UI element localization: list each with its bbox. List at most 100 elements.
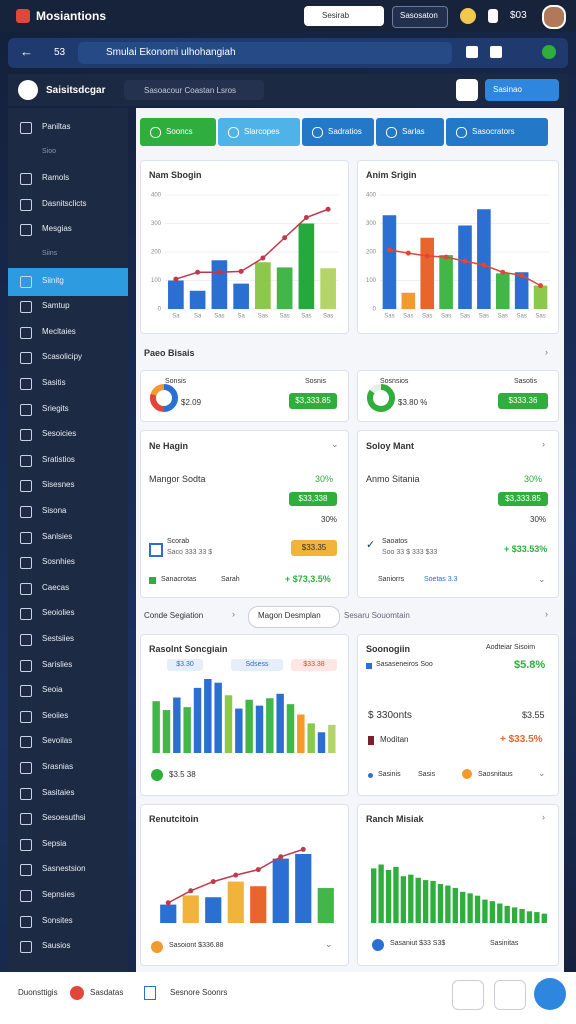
x-tick-label: Sas xyxy=(323,314,333,320)
section-title: Paeo Bisais xyxy=(144,348,195,358)
bar xyxy=(204,679,212,753)
pill[interactable]: $33.35 xyxy=(291,540,337,556)
value-button[interactable]: $3,333.85 xyxy=(498,492,548,506)
menu-item[interactable]: Sisesnes xyxy=(42,480,75,490)
checkbox[interactable] xyxy=(149,543,163,557)
sidebar: Paniltas Sioo Ramols Dasnitsclicts Mesgias Si… xyxy=(8,108,128,972)
tab-bar: Sooncs Slarcopes Sadratios Sarlas Sasocrator… xyxy=(140,118,558,146)
header-search[interactable] xyxy=(124,80,264,100)
label: Sosnsios xyxy=(380,378,409,385)
user-button[interactable] xyxy=(456,79,478,101)
menu-item[interactable]: Samtup xyxy=(42,301,70,311)
chevron[interactable]: › xyxy=(545,609,548,619)
chart-card: Rasolnt Soncgiain $3.30 Sdsess $33.38 $3… xyxy=(140,634,349,796)
menu-item[interactable]: Sasitaies xyxy=(42,787,75,797)
x-tick-label: Sas xyxy=(258,314,268,320)
chat-button[interactable] xyxy=(534,978,566,1010)
star-icon[interactable] xyxy=(466,46,478,58)
menu-item[interactable]: Mecltaies xyxy=(42,326,76,336)
value-button[interactable]: $333.36 xyxy=(498,393,548,409)
tab[interactable]: Sadratios xyxy=(302,118,374,146)
menu-item[interactable]: Dasnitsclicts xyxy=(42,198,87,208)
menu-item[interactable]: Sesoesuthsi xyxy=(42,813,86,823)
chevron[interactable]: ⌄ xyxy=(538,768,546,778)
menu-item[interactable]: Sevoilas xyxy=(42,736,73,746)
menu-item[interactable]: Siinitg xyxy=(42,275,64,285)
line-point xyxy=(424,253,430,259)
menu-item[interactable]: Ramols xyxy=(42,173,70,183)
menu-item[interactable]: Sanlsies xyxy=(42,531,73,541)
header-button-text: Sasinao xyxy=(493,85,522,94)
menu-item[interactable]: Scasolicipy xyxy=(42,352,83,362)
x-tick-label: Sa xyxy=(172,314,180,320)
pill[interactable]: Sdsess xyxy=(231,659,283,671)
chevron[interactable]: › xyxy=(232,609,235,619)
bottom-label[interactable]: Sesnore Soonrs xyxy=(170,988,228,997)
line-point xyxy=(282,235,288,241)
menu-item[interactable]: Sarislies xyxy=(42,659,73,669)
card-link[interactable]: Aodteiar Sisoim xyxy=(486,644,536,651)
bell-icon[interactable] xyxy=(488,9,498,23)
menu-item[interactable]: Mesgias xyxy=(42,224,72,234)
avatar[interactable] xyxy=(542,5,566,29)
menu-item[interactable]: Sosnhies xyxy=(42,557,75,567)
status-icon[interactable] xyxy=(542,45,556,59)
menu-item[interactable]: Seoiies xyxy=(42,710,69,720)
tab[interactable]: Sarlas xyxy=(376,118,444,146)
menu-item[interactable]: Sratistios xyxy=(42,454,75,464)
search-box[interactable] xyxy=(304,6,384,26)
section-link[interactable]: Sesaru Souomtain xyxy=(344,611,410,620)
chevron[interactable]: › xyxy=(545,347,548,357)
line-point xyxy=(325,206,331,212)
menu-item[interactable]: Sasnestsion xyxy=(42,864,86,874)
menu-item[interactable]: Seoiolies xyxy=(42,608,75,618)
query-box[interactable] xyxy=(78,42,452,64)
menu-item[interactable]: Sepnsies xyxy=(42,890,75,899)
logo[interactable] xyxy=(16,9,30,23)
header-button[interactable] xyxy=(485,79,559,101)
menu-item[interactable]: Sestsiies xyxy=(42,634,75,643)
pill[interactable]: $33.38 xyxy=(291,659,337,671)
tab[interactable]: Sasocrators xyxy=(446,118,548,146)
line-point xyxy=(210,879,216,885)
bar xyxy=(439,255,453,309)
bottom-label[interactable]: Sasdatas xyxy=(90,988,124,997)
menu-item[interactable]: Sasitis xyxy=(42,378,66,387)
menu-item[interactable]: Sisona xyxy=(42,506,67,515)
back-arrow[interactable]: ← xyxy=(20,44,33,59)
notification-icon[interactable] xyxy=(460,8,476,24)
menu-item[interactable]: Seoia xyxy=(42,685,63,695)
value-button[interactable]: $3,333.85 xyxy=(289,393,337,409)
menu-item[interactable]: Sriegits xyxy=(42,403,69,413)
menu-item[interactable]: Sepsia xyxy=(42,838,67,848)
chevron[interactable]: ⌄ xyxy=(538,574,546,584)
chevron[interactable]: ⌄ xyxy=(331,439,339,449)
icon-button[interactable] xyxy=(494,980,526,1010)
tab[interactable]: Sooncs xyxy=(140,118,216,146)
menu-item[interactable]: Paniltas xyxy=(42,122,71,131)
menu-item[interactable]: Caecas xyxy=(42,582,70,592)
menu-item[interactable]: Sesoicies xyxy=(42,429,77,439)
chevron[interactable]: ⌄ xyxy=(325,939,333,949)
x-tick-label: Sas xyxy=(441,314,451,320)
icon-button[interactable] xyxy=(452,980,484,1010)
menu-item[interactable]: Sonsites xyxy=(42,915,73,925)
app-title: Saisitsdcgar xyxy=(46,85,106,96)
chevron[interactable]: › xyxy=(542,812,545,822)
app-logo[interactable] xyxy=(18,80,38,100)
tab[interactable]: Slarcopes xyxy=(218,118,300,146)
value-button[interactable]: $33,338 xyxy=(289,492,337,506)
menu-icon xyxy=(20,915,32,928)
pill[interactable]: $3.30 xyxy=(167,659,203,671)
menu-item[interactable]: Sausios xyxy=(42,941,71,951)
tool-icon[interactable] xyxy=(490,46,502,58)
chevron[interactable]: › xyxy=(542,439,545,449)
check-label: Saoatos xyxy=(382,538,408,545)
y-tick-label: 300 xyxy=(151,221,162,227)
step: 53 xyxy=(54,47,66,58)
bottom-label[interactable]: Duonsttigis xyxy=(18,988,58,997)
filter-pill[interactable] xyxy=(248,606,340,628)
menu-item[interactable]: Srasnias xyxy=(42,762,74,771)
donut-segment xyxy=(150,384,165,396)
top-button[interactable] xyxy=(392,6,448,28)
